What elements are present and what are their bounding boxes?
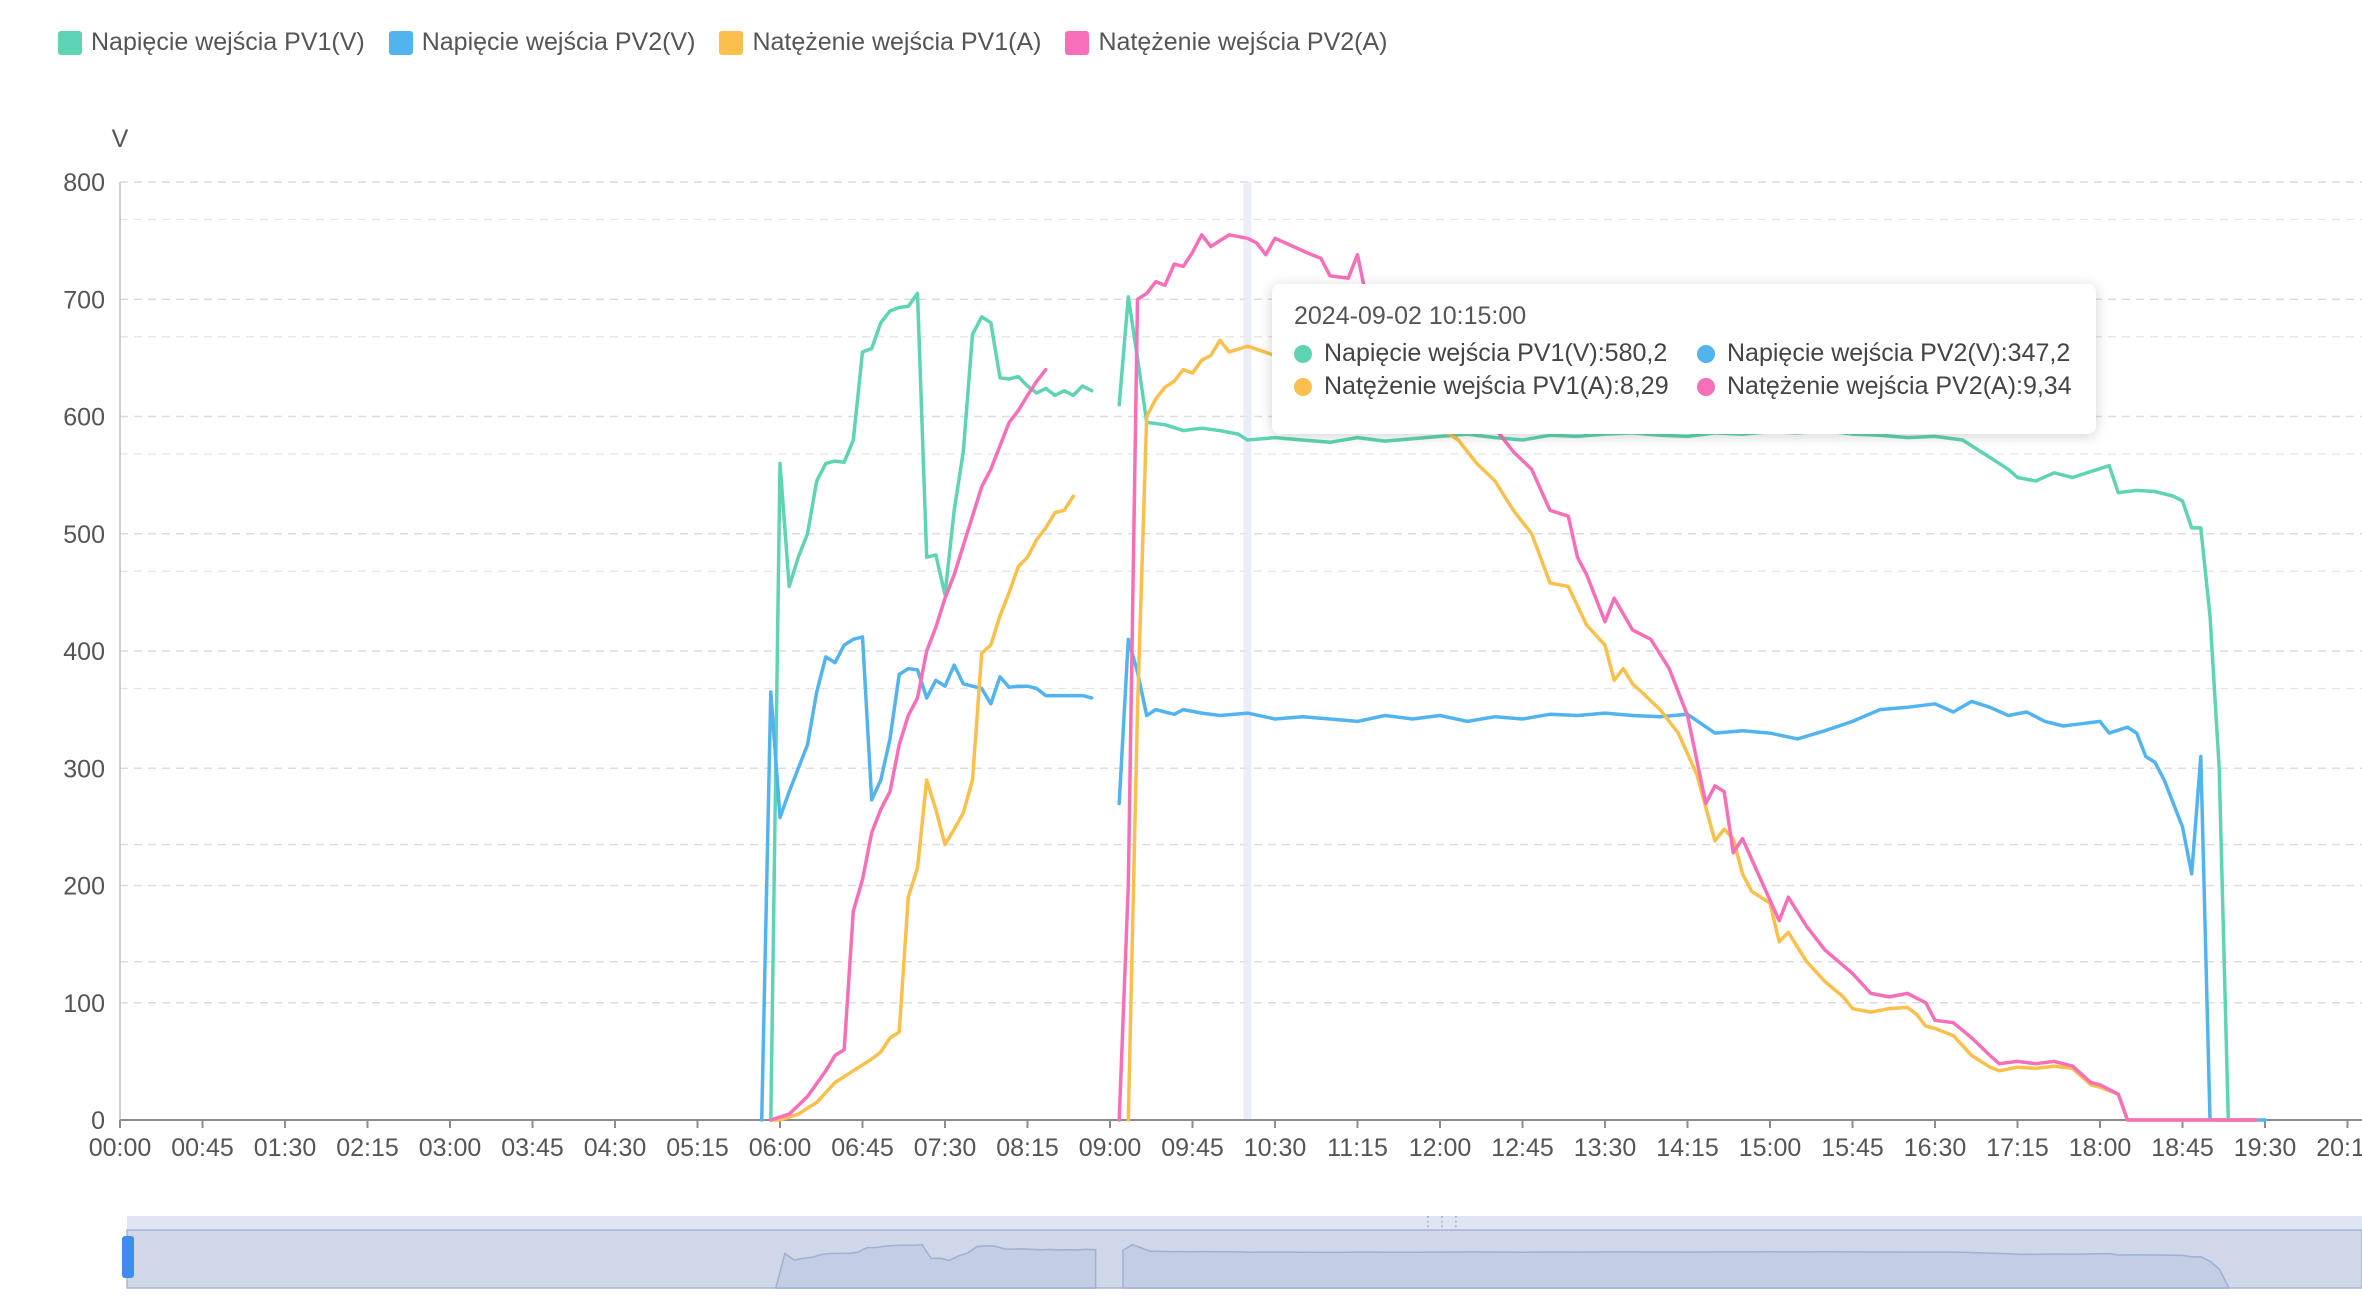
- x-tick-label: 05:15: [666, 1134, 729, 1162]
- tooltip-title: 2024-09-02 10:15:00: [1294, 302, 1527, 330]
- x-tick-label: 03:00: [419, 1134, 482, 1162]
- x-tick-label: 02:15: [336, 1134, 399, 1162]
- tooltip-value: Natężenie wejścia PV1(A):8,29: [1324, 372, 1669, 400]
- y-tick-label: 500: [63, 521, 105, 549]
- x-tick-label: 08:15: [996, 1134, 1059, 1162]
- y-tick-label: 100: [63, 990, 105, 1018]
- hover-band: [1243, 182, 1252, 1120]
- tooltip: 2024-09-02 10:15:00 Napięcie wejścia PV1…: [1272, 284, 2096, 434]
- y-tick-label: 0: [91, 1107, 105, 1135]
- tooltip-value: Natężenie wejścia PV2(A):9,34: [1727, 372, 2072, 400]
- legend-label: Natężenie wejścia PV1(A): [752, 28, 1042, 56]
- x-tick-label: 10:30: [1244, 1134, 1307, 1162]
- y-tick-label: 300: [63, 755, 105, 783]
- legend-item[interactable]: Natężenie wejścia PV2(A): [1065, 28, 1387, 57]
- x-tick-label: 12:45: [1491, 1134, 1554, 1162]
- x-tick-label: 12:00: [1409, 1134, 1472, 1162]
- x-tick-label: 09:45: [1161, 1134, 1224, 1162]
- y-tick-label: 400: [63, 638, 105, 666]
- tooltip-dot: [1294, 344, 1312, 363]
- grid: [120, 181, 2362, 1004]
- x-tick-label: 06:45: [831, 1134, 894, 1162]
- tooltip-dot: [1697, 344, 1715, 363]
- y-axis-unit: V: [112, 125, 129, 153]
- series-line: [769, 233, 2258, 1122]
- x-tick-label: 18:45: [2151, 1134, 2214, 1162]
- x-tick-label: 04:30: [584, 1134, 647, 1162]
- x-tick-label: 20:15: [2316, 1134, 2362, 1162]
- tooltip-row: Napięcie wejścia PV2(V):347,2: [1697, 339, 2074, 368]
- x-tick-label: 18:00: [2069, 1134, 2132, 1162]
- zoom-drag-grip[interactable]: ⋮⋮⋮: [1421, 1214, 1463, 1230]
- x-tick-label: 11:15: [1327, 1134, 1388, 1162]
- series-line: [769, 338, 2258, 1122]
- legend-swatch: [388, 30, 413, 55]
- tooltip-row: Napięcie wejścia PV1(V):580,2: [1294, 339, 1671, 368]
- series-line: [759, 635, 2267, 1122]
- y-tick-label: 600: [63, 404, 105, 432]
- x-tick-label: 15:00: [1739, 1134, 1802, 1162]
- x-tick-label: 06:00: [749, 1134, 812, 1162]
- x-tick-label: 16:30: [1904, 1134, 1967, 1162]
- hover-highlight: [1243, 182, 1252, 1120]
- x-tick-label: 17:15: [1986, 1134, 2049, 1162]
- zoom-handle-left[interactable]: [122, 1236, 134, 1278]
- y-tick-label: 800: [63, 169, 105, 197]
- tooltip-dot: [1697, 377, 1715, 396]
- zoom-preview-area: [774, 1243, 2231, 1289]
- x-tick-label: 01:30: [254, 1134, 317, 1162]
- legend-item[interactable]: Napięcie wejścia PV2(V): [388, 28, 696, 57]
- x-tick-label: 15:45: [1821, 1134, 1884, 1162]
- tooltip-row: Natężenie wejścia PV2(A):9,34: [1697, 372, 2074, 401]
- legend-swatch: [58, 30, 82, 55]
- x-tick-label: 13:30: [1574, 1134, 1637, 1162]
- legend-item[interactable]: Natężenie wejścia PV1(A): [719, 28, 1041, 57]
- y-tick-label: 200: [63, 873, 105, 901]
- x-tick-label: 07:30: [914, 1134, 977, 1162]
- x-tick-label: 09:00: [1079, 1134, 1142, 1162]
- y-tick-label: 700: [63, 286, 105, 314]
- x-tick-label: 19:30: [2234, 1134, 2297, 1162]
- data-zoom[interactable]: ⋮⋮⋮: [122, 1214, 2362, 1289]
- x-tick-label: 14:15: [1656, 1134, 1719, 1162]
- legend-swatch: [719, 30, 744, 55]
- tooltip-values: Napięcie wejścia PV1(V):580,2 Napięcie we…: [1294, 339, 2074, 401]
- legend-label: Napięcie wejścia PV2(V): [421, 28, 696, 56]
- tooltip-value: Napięcie wejścia PV2(V):347,2: [1727, 339, 2071, 367]
- x-tick-label: 00:45: [171, 1134, 234, 1162]
- legend-label: Napięcie wejścia PV1(V): [91, 28, 365, 56]
- x-tick-label: 00:00: [89, 1134, 152, 1162]
- legend-swatch: [1065, 30, 1090, 55]
- x-tick-label: 03:45: [501, 1134, 564, 1162]
- tooltip-dot: [1294, 377, 1312, 396]
- legend: Napięcie wejścia PV1(V) Napięcie wejścia …: [58, 28, 1387, 57]
- tooltip-row: Natężenie wejścia PV1(A):8,29: [1294, 372, 1671, 401]
- legend-label: Natężenie wejścia PV2(A): [1098, 28, 1388, 56]
- legend-item[interactable]: Napięcie wejścia PV1(V): [58, 28, 365, 57]
- tooltip-value: Napięcie wejścia PV1(V):580,2: [1324, 339, 1668, 367]
